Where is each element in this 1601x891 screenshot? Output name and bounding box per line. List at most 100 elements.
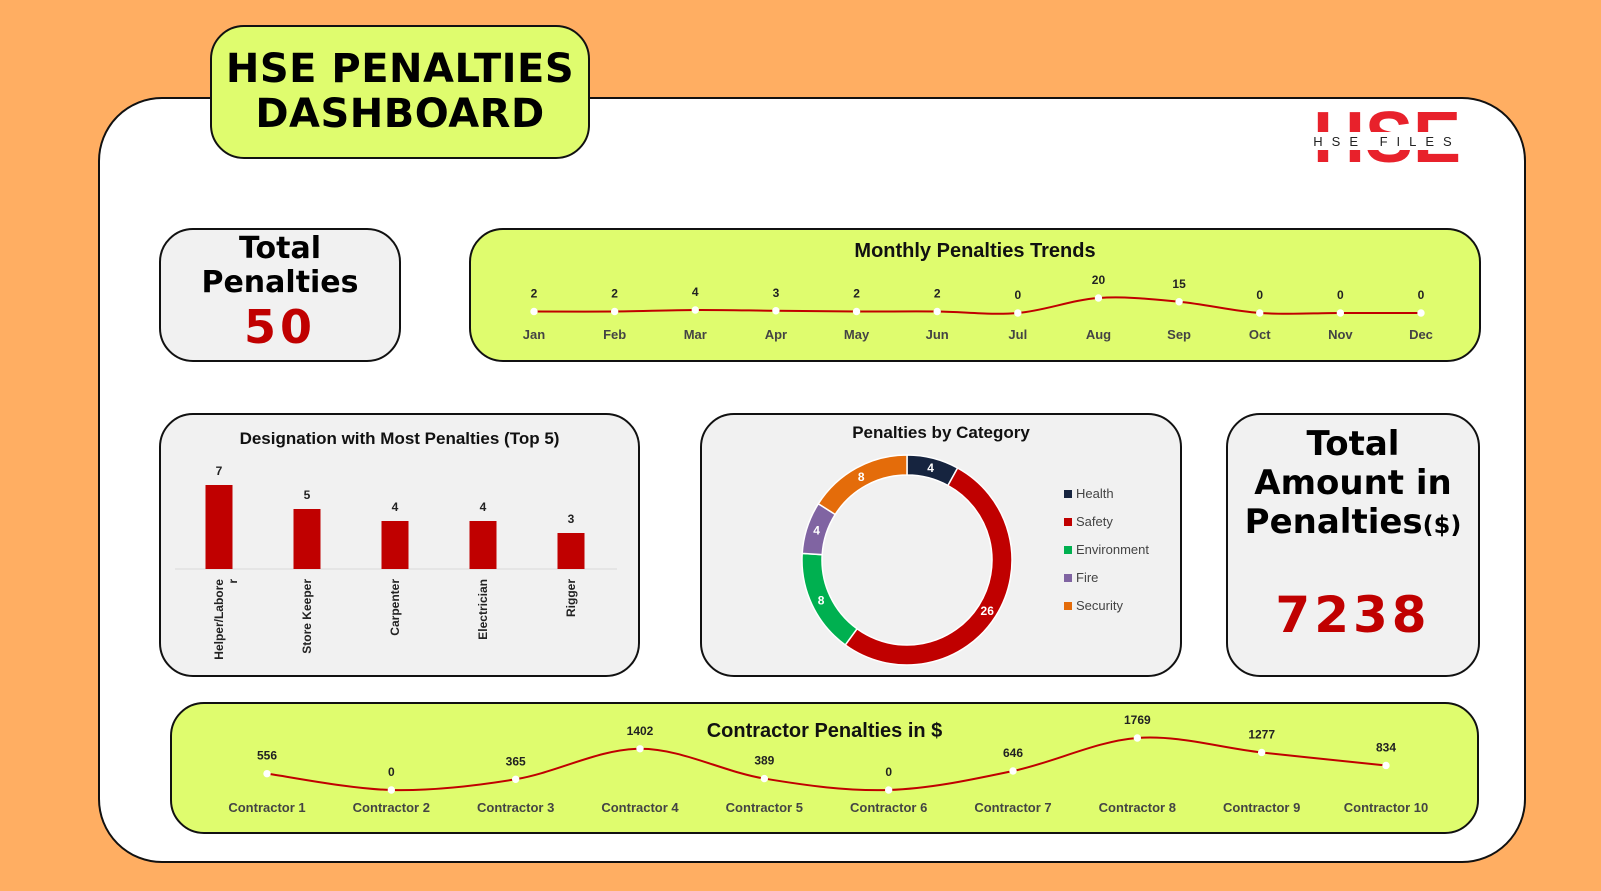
monthly-point [1417, 309, 1425, 317]
contractor-category-label: Contractor 4 [601, 800, 679, 815]
monthly-category-label: Jan [523, 327, 545, 342]
monthly-point [852, 307, 861, 316]
hse-logo-sub: HSE FILES [1313, 134, 1460, 149]
monthly-point [610, 307, 619, 316]
monthly-data-label: 2 [611, 287, 618, 301]
contractor-point [760, 774, 769, 783]
contractor-point [387, 786, 396, 794]
category-legend-label: Environment [1076, 542, 1149, 557]
category-card: Penalties by Category 4 26 8 4 8 Health Safety… [700, 413, 1182, 677]
designation-category-label: Carpenter [388, 579, 402, 636]
category-slice [844, 466, 1013, 666]
contractor-category-label: Contractor 1 [228, 800, 305, 815]
designation-bar [205, 485, 233, 569]
contractor-data-label: 1769 [1124, 713, 1151, 727]
designation-category-label-line: Store Keeper [300, 579, 314, 654]
total-penalties-card: Total Penalties 50 [159, 228, 401, 362]
total-amount-label-text: Total Amount in Penalties [1244, 424, 1452, 542]
category-slice-label: 4 [813, 524, 820, 538]
designation-category-label-line: Helper/Labore [212, 579, 226, 660]
contractor-point [636, 745, 644, 753]
category-legend-label: Health [1076, 486, 1114, 501]
monthly-data-label: 0 [1014, 288, 1021, 302]
contractor-data-label: 0 [388, 765, 395, 779]
contractor-data-label: 646 [1003, 746, 1023, 760]
category-slice-label: 8 [858, 470, 865, 484]
contractor-category-label: Contractor 7 [974, 800, 1051, 815]
total-amount-label: Total Amount in Penalties($) [1228, 425, 1478, 545]
contractor-data-label: 389 [754, 754, 774, 768]
category-legend-label: Security [1076, 598, 1123, 613]
contractor-data-label: 1277 [1248, 727, 1275, 741]
designation-data-label: 4 [392, 500, 399, 514]
monthly-series-line [533, 296, 1421, 315]
contractor-point [1133, 734, 1142, 742]
contractor-data-label: 556 [257, 749, 277, 763]
designation-title: Designation with Most Penalties (Top 5) [239, 429, 560, 448]
contractor-data-label: 834 [1376, 740, 1396, 754]
category-donut-chart: 4 26 8 4 8 Health Safety Environment Fire Securit… [801, 454, 1149, 666]
monthly-trend-card: Monthly Penalties Trends 2 Jan 2 Feb 4 Mar 3 Ap… [469, 228, 1481, 362]
monthly-data-label: 2 [934, 287, 941, 301]
contractor-category-label: Contractor 5 [726, 800, 803, 815]
contractor-card: Contractor Penalties in $ 556 Contractor … [170, 702, 1479, 834]
category-slice-label: 8 [818, 593, 825, 607]
monthly-trend-title: Monthly Penalties Trends [854, 240, 1096, 262]
monthly-category-label: Apr [765, 327, 787, 342]
category-legend-swatch [1064, 602, 1072, 610]
category-legend-label: Safety [1076, 514, 1113, 529]
category-legend-swatch [1064, 574, 1072, 582]
monthly-category-label: May [844, 327, 870, 342]
monthly-point [530, 307, 538, 316]
contractor-category-label: Contractor 10 [1344, 800, 1429, 815]
monthly-point [1336, 309, 1345, 317]
monthly-point [772, 307, 780, 315]
monthly-category-label: Oct [1249, 327, 1271, 342]
monthly-category-label: Jun [926, 327, 949, 342]
contractor-point [1382, 761, 1390, 770]
total-amount-card: Total Amount in Penalties($) 7238 [1226, 413, 1480, 677]
hse-logo: HSE HSE FILES [1312, 104, 1462, 166]
category-slice [801, 552, 859, 646]
designation-bar [293, 509, 321, 569]
monthly-point [1256, 309, 1264, 317]
contractor-point [511, 775, 520, 783]
designation-category-label-line: Electrician [476, 579, 490, 640]
contractor-title: Contractor Penalties in $ [706, 720, 943, 742]
designation-category-label-line: Carpenter [388, 579, 402, 636]
monthly-data-label: 20 [1092, 273, 1106, 287]
total-penalties-label: Total Penalties [201, 231, 359, 300]
monthly-data-label: 2 [853, 287, 860, 301]
designation-bar [557, 533, 585, 569]
monthly-data-label: 0 [1256, 288, 1263, 302]
contractor-category-label: Contractor 2 [353, 800, 430, 815]
contractor-data-label: 1402 [627, 724, 654, 738]
monthly-data-label: 4 [692, 285, 699, 299]
category-slice-label: 26 [981, 604, 995, 618]
total-amount-value: 7238 [1275, 586, 1431, 644]
total-amount-unit: ($) [1422, 511, 1462, 539]
monthly-category-label: Jul [1008, 327, 1027, 342]
dashboard-title: HSE PENALTIES DASHBOARD [225, 46, 575, 137]
designation-bar [469, 521, 497, 569]
monthly-data-label: 0 [1418, 288, 1425, 302]
designation-category-label: Rigger [564, 579, 578, 617]
contractor-category-label: Contractor 9 [1223, 800, 1300, 815]
designation-category-label: Helper/Labore r [212, 579, 240, 660]
category-title: Penalties by Category [852, 423, 1030, 442]
category-slice [817, 454, 908, 516]
designation-data-label: 5 [304, 488, 311, 502]
designation-data-label: 4 [480, 500, 487, 514]
monthly-point [933, 307, 941, 316]
monthly-data-label: 3 [773, 286, 780, 300]
designation-category-label-line: r [226, 579, 240, 584]
total-penalties-value: 50 [243, 300, 316, 354]
contractor-category-label: Contractor 6 [850, 800, 927, 815]
monthly-data-label: 0 [1337, 288, 1344, 302]
contractor-point [884, 786, 893, 794]
monthly-point [1094, 294, 1103, 302]
monthly-category-label: Dec [1409, 327, 1433, 342]
designation-category-label: Electrician [476, 579, 490, 640]
monthly-point [1175, 298, 1183, 306]
designation-category-label-line: Rigger [564, 579, 578, 617]
